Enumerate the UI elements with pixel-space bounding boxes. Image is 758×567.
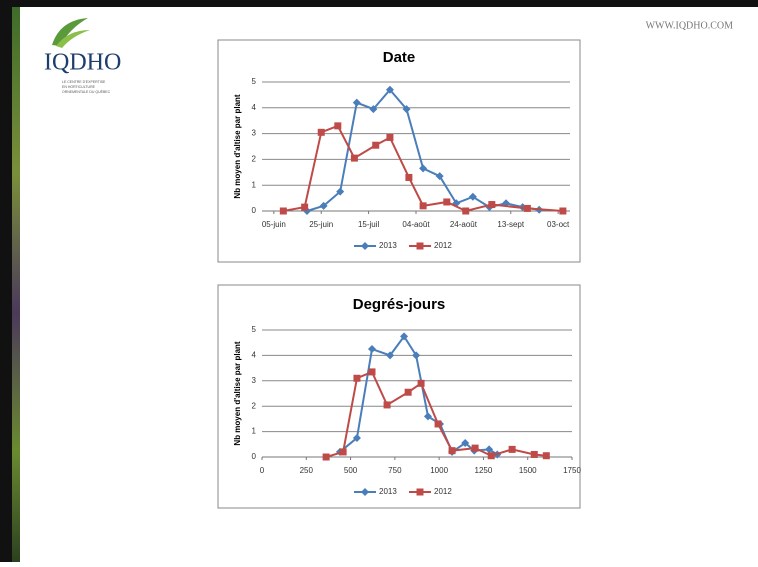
logo-tagline: LE CENTRE D'EXPERTISE [62,80,106,84]
marker [334,122,342,130]
x-tick-label: 13-sept [497,220,524,229]
y-tick-label: 1 [252,427,257,436]
x-tick-label: 750 [388,466,402,475]
logo-tagline: EN HORTICULTURE [62,85,96,89]
y-tick-label: 5 [252,77,257,86]
marker [443,198,451,206]
marker [400,332,409,341]
marker [462,207,470,215]
marker [448,447,456,455]
x-tick-label: 250 [300,466,314,475]
chart-frame [217,284,581,509]
marker [423,412,432,421]
x-tick-label: 1750 [563,466,581,475]
marker [372,141,380,149]
marker [405,173,413,181]
y-tick-label: 4 [252,103,257,112]
legend-label: 2013 [379,487,397,496]
marker [508,445,516,453]
marker [434,420,442,428]
x-tick-label: 15-juil [358,220,380,229]
marker [317,128,325,136]
y-axis-label: Nb moyen d'altise par plant [233,94,242,198]
website: WWW.IQDHO.COM [646,20,734,31]
photo-strip [12,7,20,562]
marker [487,452,495,460]
x-tick-label: 500 [344,466,358,475]
marker [350,154,358,162]
x-tick-label: 25-juin [309,220,333,229]
legend-marker [416,242,424,250]
y-tick-label: 3 [252,376,257,385]
chart: Degrés-jours Nb moyen d'altise par plant 0… [217,284,581,509]
marker [319,201,328,210]
marker [559,207,567,215]
y-tick-label: 1 [252,180,257,189]
marker [419,164,428,173]
marker [402,105,411,114]
marker [461,439,470,448]
x-tick-label: 1250 [475,466,493,475]
marker [368,368,376,376]
left-border [0,0,12,562]
marker [412,351,421,360]
x-tick-label: 24-août [450,220,478,229]
marker [322,453,330,461]
legend-label: 2012 [434,241,452,250]
y-tick-label: 3 [252,129,257,138]
y-tick-label: 5 [252,325,257,334]
marker [542,452,550,460]
chart-frame [217,39,581,263]
marker [530,450,538,458]
x-tick-label: 0 [260,466,265,475]
top-border [0,0,758,7]
marker [488,201,496,209]
marker [368,345,377,354]
marker [279,207,287,215]
marker [352,433,361,442]
y-tick-label: 2 [252,401,257,410]
y-tick-label: 0 [252,206,257,215]
marker [386,133,394,141]
legend-label: 2012 [434,487,452,496]
marker [419,202,427,210]
marker [301,203,309,211]
logo-tagline: ORNEMENTALE DU QUÉBEC [62,89,111,94]
logo-leaf [52,18,90,48]
chart: Date Nb moyen d'altise par plant 0 1 2 3 4 5 05-… [217,39,581,263]
x-tick-label: 1000 [430,466,448,475]
x-tick-label: 04-août [402,220,430,229]
x-tick-label: 03-oct [547,220,570,229]
x-tick-label: 05-juin [262,220,286,229]
legend-marker [361,488,369,496]
y-tick-label: 4 [252,351,257,360]
marker [336,187,345,196]
marker [435,172,444,181]
chart-title: Degrés-jours [353,296,446,313]
x-tick-label: 1500 [519,466,537,475]
marker [386,351,395,360]
marker [471,444,479,452]
marker [417,379,425,387]
marker [369,105,378,114]
marker [523,204,531,212]
legend-marker [416,488,424,496]
marker [468,192,477,201]
y-tick-label: 0 [252,452,257,461]
legend-marker [361,242,369,250]
marker [383,401,391,409]
marker [353,374,361,382]
marker [404,388,412,396]
marker [385,85,394,94]
logo: IQDHO [44,50,121,76]
y-tick-label: 2 [252,155,257,164]
legend-label: 2013 [379,241,397,250]
marker [485,445,494,454]
marker [352,98,361,107]
chart-title: Date [383,49,416,66]
marker [339,448,347,456]
y-axis-label: Nb moyen d'altise par plant [233,341,242,445]
